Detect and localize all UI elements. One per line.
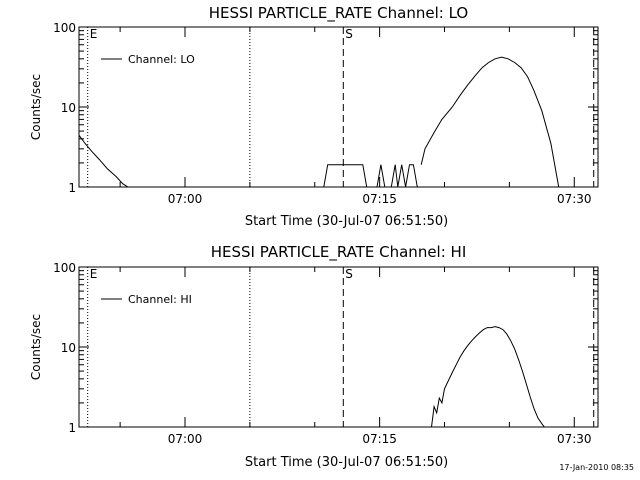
x-tick-label: 07:00 [168, 432, 203, 446]
x-tick-label: 07:15 [362, 192, 397, 206]
x-axis-label: Start Time (30-Jul-07 06:51:50) [245, 214, 448, 229]
data-series-line [420, 56, 560, 187]
event-marker-label: S [345, 27, 353, 41]
chart-panel-hi [78, 266, 599, 428]
plot-frame [78, 266, 599, 428]
plot-frame [78, 26, 599, 188]
y-tick-label: 100 [53, 21, 76, 35]
x-tick-label: 07:00 [168, 192, 203, 206]
data-series-line [390, 164, 418, 187]
event-marker-label: E [90, 27, 98, 41]
y-tick-label: 100 [53, 261, 76, 275]
chart-panel-lo [78, 26, 599, 188]
y-axis-label: Counts/sec [29, 314, 43, 380]
event-marker-label: S [345, 267, 353, 281]
y-tick-label: 10 [61, 341, 76, 355]
x-axis-label: Start Time (30-Jul-07 06:51:50) [245, 455, 448, 470]
y-tick-label: 1 [68, 181, 76, 195]
event-marker-label: E [90, 267, 98, 281]
data-series-line [79, 134, 129, 187]
y-tick-label: 10 [61, 101, 76, 115]
y-tick-label: 1 [68, 421, 76, 435]
x-tick-label: 07:30 [557, 432, 592, 446]
chart-title: HESSI PARTICLE_RATE Channel: HI [211, 243, 467, 262]
data-series-line [431, 326, 545, 427]
footer-timestamp: 17-Jan-2010 08:35 [559, 463, 634, 472]
x-tick-label: 07:15 [362, 432, 397, 446]
legend-label: Channel: LO [128, 53, 195, 66]
data-series-line [323, 164, 368, 187]
x-tick-label: 07:30 [557, 192, 592, 206]
legend-label: Channel: HI [128, 293, 192, 306]
y-axis-label: Counts/sec [29, 74, 43, 140]
data-series-line [376, 164, 386, 187]
chart-title: HESSI PARTICLE_RATE Channel: LO [209, 4, 468, 23]
